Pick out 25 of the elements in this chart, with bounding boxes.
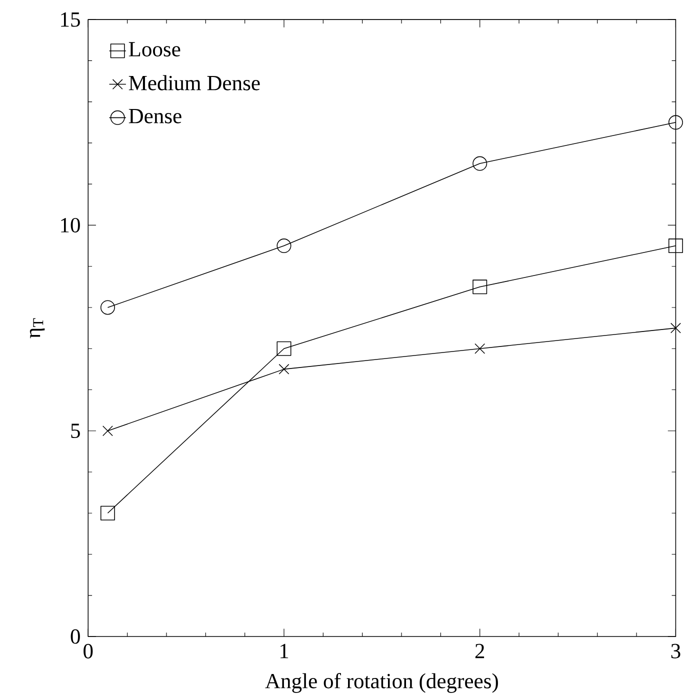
point [102, 426, 113, 436]
point [670, 322, 681, 334]
legend-label: Medium Dense [128, 75, 260, 90]
x-tick-label: 0 [83, 644, 93, 658]
point [276, 238, 292, 254]
x-axis-title: Angle of rotation (degrees) [265, 673, 498, 693]
point [100, 300, 115, 315]
point [474, 343, 485, 354]
point [668, 115, 683, 130]
y-tick-label: 0 [70, 629, 80, 644]
point [472, 156, 487, 171]
point [276, 341, 292, 356]
point [472, 280, 487, 294]
x-tick-label: 1 [280, 644, 288, 658]
point [100, 506, 115, 520]
point [278, 364, 290, 374]
y-tick-label: 5 [71, 424, 80, 438]
y-tick-label: 15 [60, 12, 80, 27]
legend-label: Dense [128, 109, 182, 124]
y-axis-title: η$_{T}$ [30, 318, 45, 338]
x-tick-label: 3 [671, 644, 680, 658]
x-tick-label: 2 [475, 644, 484, 658]
point [668, 238, 683, 254]
y-tick-label: 10 [60, 218, 80, 232]
legend-label: Loose [128, 42, 180, 57]
